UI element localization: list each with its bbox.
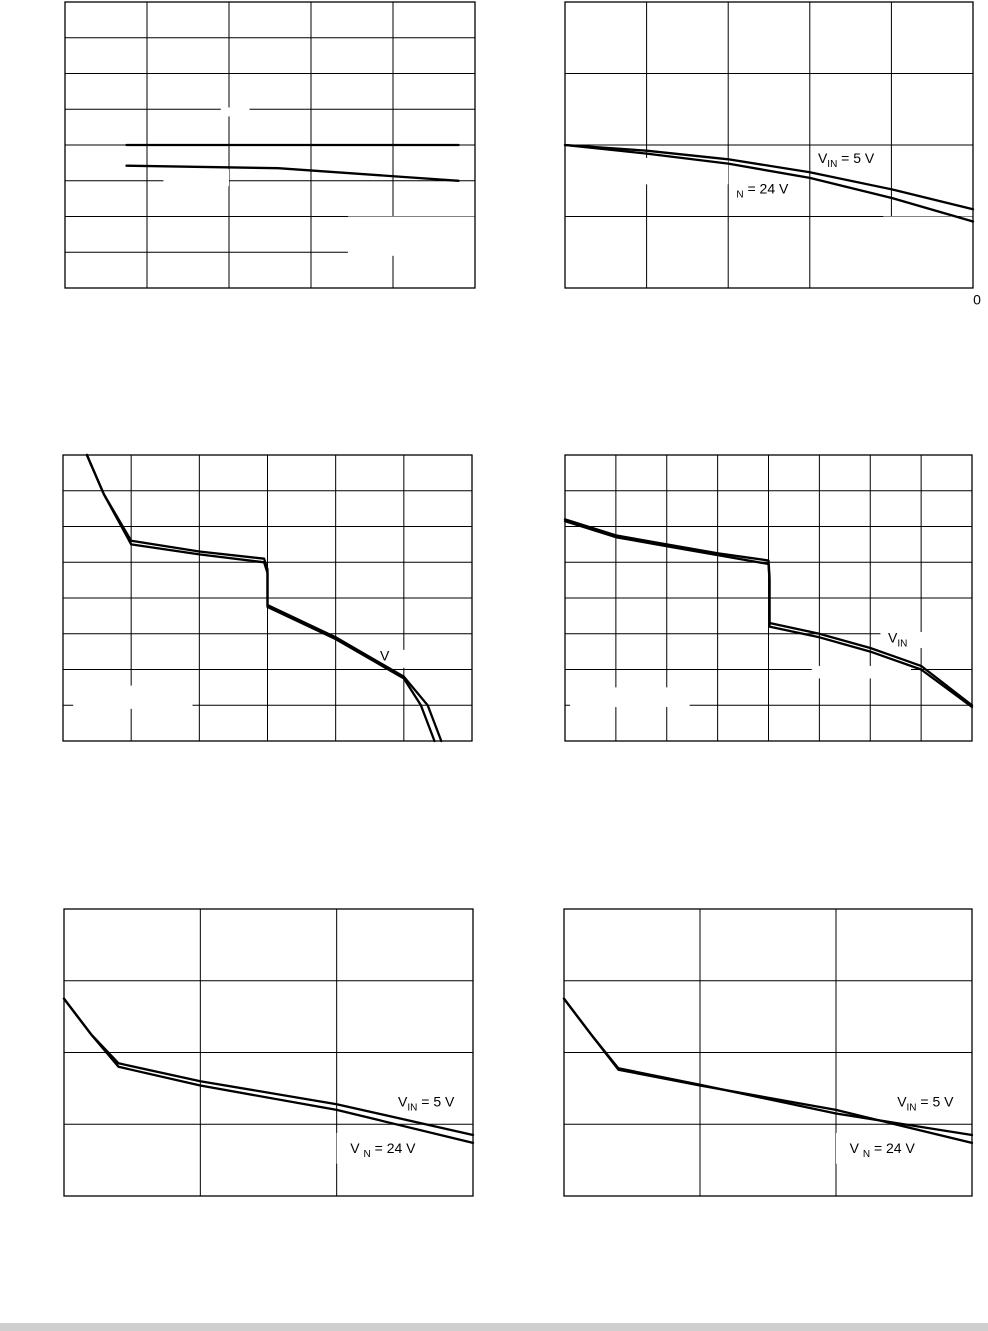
label-background <box>570 687 690 708</box>
label-background <box>393 649 472 668</box>
annotation-main: V <box>818 150 828 166</box>
annotation-subscript: IN <box>907 1102 917 1113</box>
chart-panel-4: VIN <box>563 454 974 742</box>
annotation-subscript: IN <box>897 639 907 650</box>
annotation-main: V <box>350 1140 363 1156</box>
annotation-rest: = 5 V <box>837 150 875 166</box>
chart-panel-2: VIN = 5 V N = 24 V 0 <box>563 1 981 307</box>
label-background <box>880 631 972 649</box>
grid <box>565 2 973 288</box>
annotation-subscript: IN <box>827 159 837 170</box>
label-background <box>163 169 229 187</box>
page-footer-bar <box>0 1323 988 1331</box>
annotation-main: V <box>380 648 390 664</box>
annotation-main: V <box>850 1140 863 1156</box>
plot-frame <box>563 908 973 1197</box>
series-line-1 <box>563 143 975 211</box>
annotation-main: V <box>897 1093 907 1109</box>
annotation-rest: = 5 V <box>417 1093 455 1109</box>
label-background <box>601 157 729 185</box>
label-background <box>220 107 250 117</box>
annotation-rest: = 24 V <box>870 1140 915 1156</box>
annotation-subscript: N <box>736 190 743 201</box>
annotation-rest: = 24 V <box>371 1140 416 1156</box>
plot-frame <box>564 454 973 742</box>
chart-panel-3: V <box>62 453 473 743</box>
grid <box>565 455 972 741</box>
annotation-subscript: N <box>863 1149 870 1160</box>
series-annotation: V N = 24 V <box>350 1140 416 1160</box>
chart-panel-5: VIN = 5 VV N = 24 V <box>62 908 475 1197</box>
label-background <box>811 665 911 679</box>
series-line-2 <box>563 519 974 709</box>
label-background <box>883 216 973 288</box>
chart-panel-6: VIN = 5 VV N = 24 V <box>562 908 974 1197</box>
annotation-subscript: IN <box>407 1102 417 1113</box>
chart-panel-1 <box>64 1 476 289</box>
plot-frame <box>62 454 473 742</box>
label-background <box>73 685 193 709</box>
label-background <box>347 216 475 256</box>
series-annotation: VIN = 5 V <box>818 150 875 170</box>
annotation-main: V <box>398 1093 408 1109</box>
annotation-main: V <box>888 630 898 646</box>
annotation-subscript: N <box>364 1149 371 1160</box>
label-background <box>870 1091 972 1121</box>
annotation-rest: = 24 V <box>744 181 789 197</box>
grid <box>65 2 475 288</box>
grid <box>63 455 472 741</box>
grid <box>64 909 473 1196</box>
grid <box>564 909 972 1196</box>
series-line-2 <box>563 143 975 223</box>
series-line-2 <box>85 453 436 743</box>
plot-frame <box>64 1 476 289</box>
series-annotation: VIN = 5 V <box>398 1093 455 1113</box>
outside-tick-label: 0 <box>973 291 981 307</box>
series-annotation: V N = 24 V <box>850 1140 916 1160</box>
series-annotation: N = 24 V <box>736 181 789 201</box>
series-annotation: VIN <box>888 630 907 650</box>
plot-frame <box>63 908 474 1197</box>
series-line-2 <box>62 997 475 1145</box>
series-annotation: VIN = 5 V <box>897 1093 954 1113</box>
series-line-2 <box>562 997 974 1145</box>
annotation-rest: = 5 V <box>917 1093 955 1109</box>
label-background <box>336 1132 453 1164</box>
label-background <box>836 1132 952 1164</box>
series-line-2 <box>125 164 460 182</box>
series-annotation: V <box>380 648 390 664</box>
